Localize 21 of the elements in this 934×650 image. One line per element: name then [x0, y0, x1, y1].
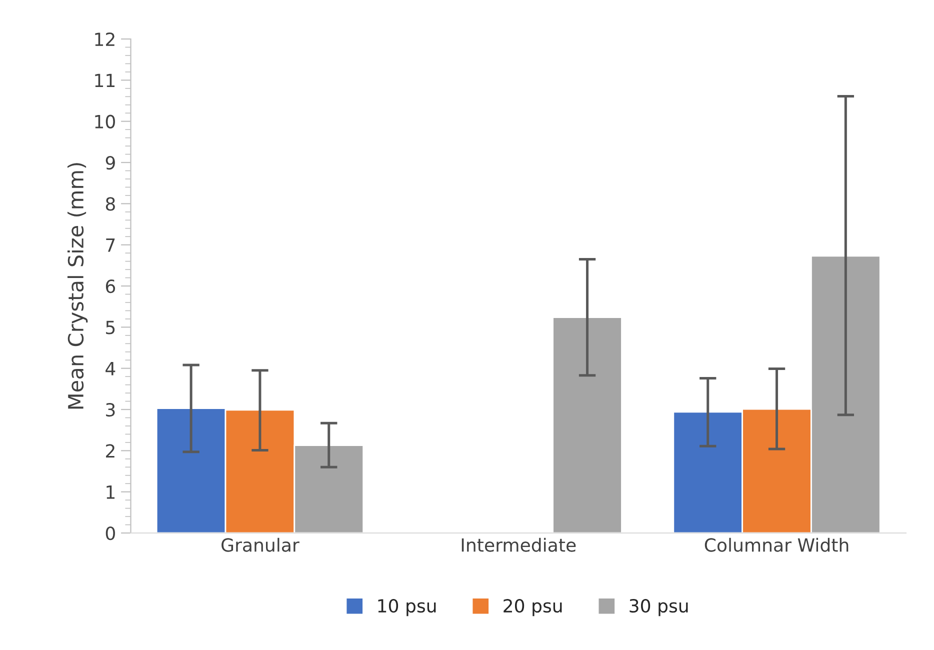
- x-tick-label: Columnar Width: [704, 538, 848, 552]
- bar: [552, 316, 622, 533]
- y-tick-label: 12: [95, 32, 114, 46]
- y-tick-label: 4: [106, 362, 116, 376]
- y-tick-label: 7: [106, 238, 115, 252]
- y-tick-label: 0: [106, 526, 115, 540]
- y-tick-label: 3: [106, 402, 115, 417]
- x-tick-label: Intermediate: [462, 538, 576, 552]
- y-tick-label: 8: [106, 197, 115, 211]
- y-tick-label: 5: [106, 320, 115, 334]
- y-tick-label: 9: [106, 156, 115, 170]
- legend-label: 10 psu: [378, 598, 436, 616]
- x-tick-label: Granular: [222, 538, 300, 552]
- y-tick-label: 6: [106, 279, 116, 294]
- y-tick-label: 10: [95, 114, 115, 128]
- y-axis-title: Mean Crystal Size (mm): [67, 163, 88, 409]
- y-tick-label: 2: [106, 444, 114, 458]
- legend-label: 20 psu: [504, 598, 562, 616]
- y-tick-label: 1: [106, 486, 115, 499]
- legend-label: 30 psu: [630, 598, 688, 616]
- y-tick-label: 11: [95, 74, 115, 88]
